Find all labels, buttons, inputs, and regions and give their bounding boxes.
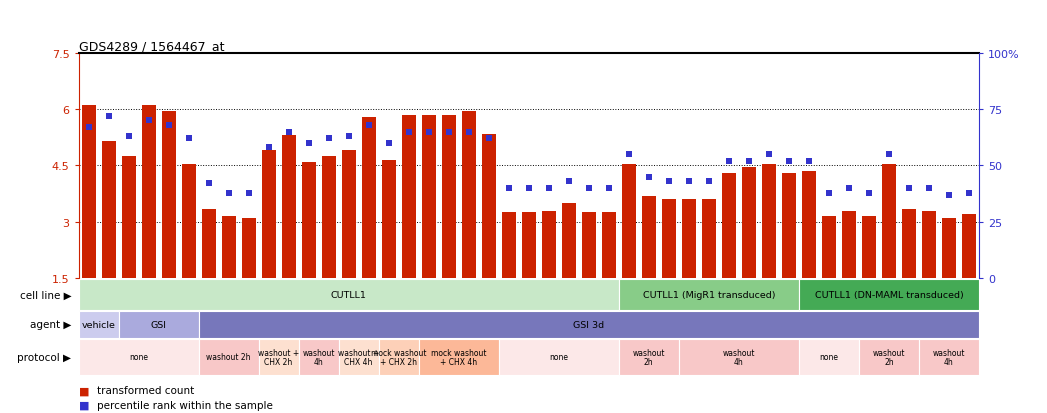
Text: CUTLL1 (DN-MAML transduced): CUTLL1 (DN-MAML transduced): [815, 290, 963, 299]
Text: washout +
CHX 4h: washout + CHX 4h: [338, 348, 379, 366]
Text: vehicle: vehicle: [82, 320, 115, 329]
Bar: [79, 311, 118, 338]
Bar: [619, 339, 678, 375]
Bar: [602, 213, 616, 278]
Bar: [161, 112, 176, 278]
Bar: [79, 279, 619, 310]
Bar: [341, 151, 356, 278]
Bar: [199, 339, 259, 375]
Bar: [901, 209, 916, 278]
Bar: [541, 211, 556, 278]
Bar: [762, 164, 776, 278]
Text: washout
2h: washout 2h: [632, 348, 665, 366]
Bar: [919, 339, 979, 375]
Bar: [199, 311, 979, 338]
Bar: [678, 339, 799, 375]
Text: percentile rank within the sample: percentile rank within the sample: [97, 400, 273, 410]
Bar: [202, 209, 216, 278]
Bar: [259, 339, 298, 375]
Text: agent ▶: agent ▶: [30, 320, 71, 330]
Text: none: none: [820, 353, 839, 362]
Bar: [962, 215, 976, 278]
Bar: [521, 213, 536, 278]
Text: none: none: [129, 353, 148, 362]
Bar: [799, 279, 979, 310]
Text: mock washout
+ CHX 2h: mock washout + CHX 2h: [371, 348, 426, 366]
Bar: [298, 339, 338, 375]
Bar: [181, 164, 196, 278]
Bar: [222, 217, 236, 278]
Bar: [361, 117, 376, 278]
Bar: [842, 211, 855, 278]
Bar: [502, 213, 516, 278]
Text: GDS4289 / 1564467_at: GDS4289 / 1564467_at: [79, 40, 224, 52]
Text: CUTLL1: CUTLL1: [331, 290, 366, 299]
Bar: [498, 339, 619, 375]
Bar: [82, 106, 95, 278]
Bar: [562, 204, 576, 278]
Bar: [701, 200, 716, 278]
Bar: [882, 164, 896, 278]
Bar: [782, 173, 796, 278]
Bar: [862, 217, 876, 278]
Bar: [338, 339, 379, 375]
Bar: [619, 279, 799, 310]
Bar: [721, 173, 736, 278]
Text: none: none: [550, 353, 569, 362]
Bar: [942, 218, 956, 278]
Bar: [682, 200, 696, 278]
Bar: [282, 136, 295, 278]
Bar: [302, 162, 315, 278]
Text: mock washout
+ CHX 4h: mock washout + CHX 4h: [431, 348, 487, 366]
Bar: [402, 116, 416, 278]
Text: washout
4h: washout 4h: [303, 348, 335, 366]
Text: ■: ■: [79, 385, 89, 395]
Bar: [118, 311, 199, 338]
Bar: [642, 196, 655, 278]
Text: GSI 3d: GSI 3d: [573, 320, 604, 329]
Bar: [922, 211, 936, 278]
Text: cell line ▶: cell line ▶: [20, 290, 71, 300]
Bar: [742, 168, 756, 278]
Bar: [799, 339, 859, 375]
Bar: [102, 142, 115, 278]
Bar: [462, 112, 475, 278]
Bar: [141, 106, 156, 278]
Bar: [242, 218, 255, 278]
Bar: [382, 160, 396, 278]
Text: transformed count: transformed count: [97, 385, 195, 395]
Bar: [79, 339, 199, 375]
Text: washout +
CHX 2h: washout + CHX 2h: [258, 348, 299, 366]
Bar: [262, 151, 275, 278]
Bar: [802, 172, 816, 278]
Text: ■: ■: [79, 400, 89, 410]
Text: GSI: GSI: [151, 320, 166, 329]
Bar: [422, 116, 436, 278]
Bar: [442, 116, 455, 278]
Text: washout
4h: washout 4h: [933, 348, 965, 366]
Text: washout 2h: washout 2h: [206, 353, 251, 362]
Text: CUTLL1 (MigR1 transduced): CUTLL1 (MigR1 transduced): [643, 290, 775, 299]
Bar: [379, 339, 419, 375]
Text: protocol ▶: protocol ▶: [18, 352, 71, 362]
Bar: [121, 157, 135, 278]
Bar: [419, 339, 498, 375]
Bar: [622, 164, 636, 278]
Bar: [582, 213, 596, 278]
Bar: [662, 200, 675, 278]
Bar: [859, 339, 919, 375]
Bar: [482, 134, 495, 278]
Text: washout
4h: washout 4h: [722, 348, 755, 366]
Bar: [321, 157, 336, 278]
Bar: [822, 217, 836, 278]
Text: washout
2h: washout 2h: [872, 348, 906, 366]
